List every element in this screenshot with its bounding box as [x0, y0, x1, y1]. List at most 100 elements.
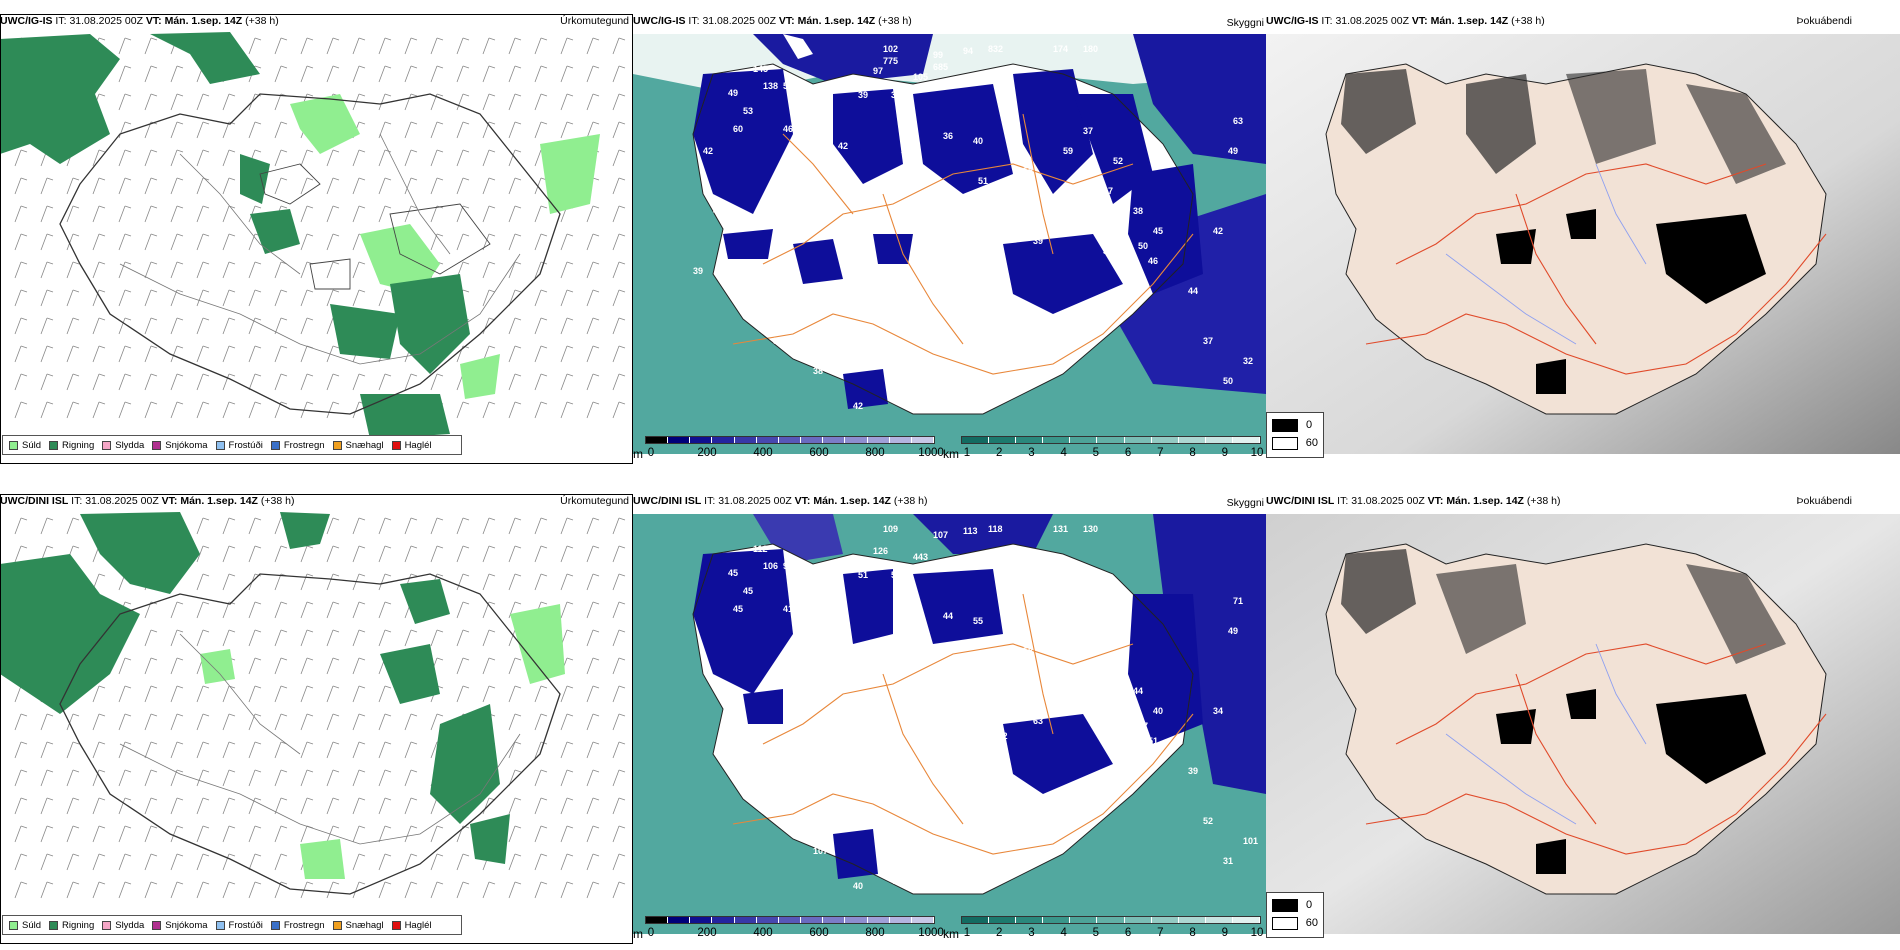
visibility-value-label: 131: [1053, 524, 1068, 534]
wind-barb: [40, 177, 54, 195]
wind-barb: [378, 93, 392, 111]
wind-barb: [196, 177, 210, 195]
wind-barb: [274, 769, 288, 787]
wind-barb: [248, 517, 262, 535]
wind-barb: [586, 65, 600, 83]
wind-barb: [352, 601, 366, 619]
wind-barb: [170, 317, 184, 335]
wind-barb: [378, 149, 392, 167]
wind-barb: [586, 797, 600, 815]
wind-barb: [352, 629, 366, 647]
wind-barb: [118, 853, 132, 871]
wind-barb: [534, 881, 548, 899]
wind-barb: [586, 317, 600, 335]
wind-barb: [612, 317, 626, 335]
wind-barb: [586, 881, 600, 899]
wind-barb: [482, 517, 496, 535]
wind-barb: [40, 769, 54, 787]
wind-barb: [352, 289, 366, 307]
wind-barb: [274, 853, 288, 871]
wind-barb: [66, 797, 80, 815]
wind-barb: [508, 401, 522, 419]
visibility-value-label: 42: [1213, 226, 1223, 236]
wind-barb: [92, 177, 106, 195]
legend-label: Snæhagl: [345, 919, 384, 931]
wind-barb: [326, 149, 340, 167]
visibility-value-label: 42: [703, 146, 713, 156]
visibility-value-label: 59: [978, 656, 988, 666]
wind-barb: [40, 401, 54, 419]
wind-barb: [612, 233, 626, 251]
wind-barb: [508, 573, 522, 591]
wind-barb: [144, 629, 158, 647]
wind-barb: [196, 517, 210, 535]
wind-barb: [404, 825, 418, 843]
wind-barb: [560, 853, 574, 871]
wind-barb: [118, 149, 132, 167]
visibility-value-label: 105: [913, 72, 928, 82]
wind-barb: [508, 261, 522, 279]
wind-barb: [456, 37, 470, 55]
wind-barb: [144, 149, 158, 167]
colorbar-swatch: [1205, 917, 1233, 923]
wind-barb: [118, 121, 132, 139]
visibility-value-label: 62: [903, 696, 913, 706]
colorbar-swatch: [867, 917, 890, 923]
wind-barb: [196, 769, 210, 787]
wind-barb: [534, 233, 548, 251]
wind-barb: [586, 825, 600, 843]
wind-barb: [196, 401, 210, 419]
wind-barb: [326, 769, 340, 787]
wind-barb: [300, 289, 314, 307]
wind-barb: [560, 373, 574, 391]
wind-barb: [404, 853, 418, 871]
colorbar-swatch: [823, 437, 846, 443]
colorbar-ticks: 1 2 3 4 5 6 7 8 9 10: [961, 447, 1264, 461]
visibility-value-label: 49: [728, 88, 738, 98]
wind-barb: [274, 825, 288, 843]
wind-barb: [482, 685, 496, 703]
visibility-value-label: 52: [1203, 816, 1213, 826]
wind-barb: [300, 629, 314, 647]
fog-panel-top: UWC/IG-IS IT: 31.08.2025 00Z VT: Mán. 1.…: [1266, 14, 1900, 464]
wind-barb: [430, 713, 444, 731]
precip-legend-item: Snæhagl: [332, 919, 384, 931]
legend-label: Súld: [22, 919, 42, 931]
legend-label: 0: [1306, 899, 1313, 911]
legend-swatch: [152, 920, 162, 930]
visibility-value-label: 39: [858, 90, 868, 100]
wind-barb: [118, 345, 132, 363]
wind-barb: [222, 573, 236, 591]
wind-barb: [66, 205, 80, 223]
wind-barb: [248, 401, 262, 419]
wind-barb: [534, 345, 548, 363]
wind-barb: [118, 233, 132, 251]
wind-barb: [326, 289, 340, 307]
wind-barb: [40, 825, 54, 843]
wind-barb: [326, 713, 340, 731]
colorbar-strip: [961, 436, 1261, 444]
visibility-panel-bottom: 109 107 113 118 131 130 126 443 112 106 97 45 45 45 41…: [633, 494, 1266, 944]
wind-barb: [144, 177, 158, 195]
colorbar-tick-label: 3: [1028, 927, 1035, 939]
wind-barb: [586, 741, 600, 759]
wind-barb: [118, 37, 132, 55]
wind-barb: [404, 769, 418, 787]
wind-barb: [560, 881, 574, 899]
legend-swatch: [332, 440, 342, 450]
wind-barb: [14, 373, 28, 391]
legend-label: Frostúði: [228, 919, 263, 931]
panel-title: UWC/IG-IS IT: 31.08.2025 00Z VT: Mán. 1.…: [633, 15, 912, 27]
wind-barb: [274, 289, 288, 307]
fog-map-top: [1266, 34, 1900, 454]
colorbar-swatch: [1043, 437, 1071, 443]
wind-barb: [14, 797, 28, 815]
visibility-value-label: 32: [1243, 356, 1253, 366]
visibility-value-label: 46: [1148, 256, 1158, 266]
colorbar-tick-label: 600: [809, 447, 829, 459]
colorbar-unit: km: [943, 927, 959, 941]
wind-barb: [274, 601, 288, 619]
precip-legend-item: Frostregn: [270, 440, 325, 451]
colorbar-tick-label: 1: [963, 447, 971, 459]
wind-barb: [352, 373, 366, 391]
